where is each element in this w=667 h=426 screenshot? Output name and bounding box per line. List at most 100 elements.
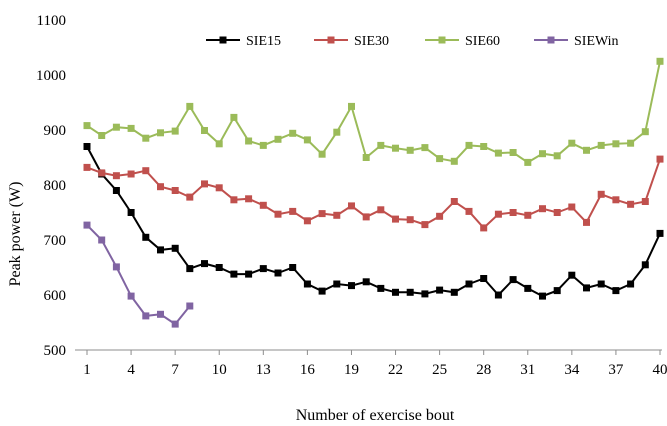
data-point [480, 224, 488, 232]
data-point [127, 292, 135, 300]
data-point [494, 149, 502, 157]
data-point [157, 310, 164, 318]
legend-item-sie60: SIE60 [425, 34, 500, 49]
data-point [112, 187, 120, 194]
series-sie60 [83, 57, 664, 166]
y-axis-label: Peak power (W) [7, 182, 24, 287]
data-point [392, 144, 399, 152]
data-point [230, 113, 238, 121]
data-point [568, 139, 576, 147]
data-point [215, 184, 223, 192]
legend-item-sie30: SIE30 [314, 34, 389, 49]
y-tick-label: 600 [44, 288, 67, 304]
data-point [157, 183, 164, 191]
data-point [553, 287, 561, 295]
data-point [406, 216, 414, 224]
data-point [421, 290, 429, 298]
data-point [539, 292, 546, 300]
x-tick-label: 40 [653, 362, 667, 378]
data-point [597, 190, 605, 198]
data-point [509, 276, 517, 284]
x-tick-label: 13 [256, 362, 271, 378]
x-tick-label: 22 [388, 362, 403, 378]
x-tick-label: 1 [83, 362, 91, 378]
data-point [230, 270, 238, 278]
data-point [450, 198, 458, 205]
data-point [436, 212, 444, 220]
legend-marker [438, 36, 446, 44]
y-tick-label: 900 [44, 123, 67, 139]
x-tick-label: 10 [212, 362, 227, 378]
data-point [333, 280, 341, 288]
data-point [171, 244, 179, 252]
data-point [274, 269, 282, 277]
x-tick-label: 19 [344, 362, 359, 378]
data-point [289, 207, 297, 215]
data-point [406, 146, 414, 154]
data-point [583, 284, 590, 292]
data-point [406, 288, 414, 296]
data-point [215, 140, 223, 148]
data-point [465, 207, 473, 215]
data-point [612, 140, 620, 148]
series-siewin [83, 221, 194, 328]
legend-marker [327, 36, 335, 44]
legend-label: SIE60 [465, 34, 500, 49]
series-layer [83, 57, 664, 328]
y-tick-label: 1100 [37, 13, 66, 29]
data-point [201, 260, 208, 268]
data-point [450, 288, 458, 296]
x-tick-label: 28 [476, 362, 491, 378]
data-point [656, 155, 664, 163]
data-point [186, 193, 194, 201]
data-point [421, 144, 429, 152]
data-point [348, 102, 355, 110]
data-point [524, 284, 532, 292]
data-point [83, 163, 91, 171]
data-point [362, 278, 370, 286]
legend-item-sie15: SIE15 [206, 34, 281, 49]
data-point [303, 136, 311, 144]
data-point [348, 282, 355, 290]
series-line [86, 146, 661, 298]
data-point [539, 150, 546, 158]
legend-marker [219, 36, 227, 44]
data-point [597, 141, 605, 149]
data-point [333, 211, 341, 219]
data-point [259, 201, 267, 209]
data-point [480, 143, 488, 150]
data-point [333, 128, 341, 136]
y-tick-label: 800 [44, 178, 67, 194]
data-point [436, 286, 444, 294]
data-point [612, 196, 620, 204]
data-point [98, 169, 106, 177]
data-point [83, 122, 91, 130]
series-line [86, 158, 661, 230]
data-point [259, 265, 267, 273]
legend-label: SIEWin [574, 34, 619, 49]
data-point [171, 187, 179, 194]
x-tick-label: 31 [520, 362, 535, 378]
data-point [112, 172, 120, 180]
data-point [465, 280, 473, 288]
data-point [553, 209, 561, 216]
legend-item-siewin: SIEWin [534, 34, 619, 49]
legend-label: SIE30 [354, 34, 389, 49]
data-point [142, 233, 150, 241]
data-point [494, 291, 502, 299]
data-point [656, 229, 664, 237]
series-line [86, 61, 661, 164]
series-sie30 [83, 155, 664, 232]
data-point [641, 261, 649, 269]
data-point [303, 217, 311, 225]
data-point [553, 152, 561, 160]
data-point [421, 221, 429, 229]
data-point [303, 280, 311, 288]
data-point [627, 280, 635, 288]
data-point [127, 170, 135, 178]
data-point [127, 124, 135, 132]
data-point [318, 210, 326, 218]
data-point [641, 198, 649, 205]
data-point [509, 149, 517, 156]
